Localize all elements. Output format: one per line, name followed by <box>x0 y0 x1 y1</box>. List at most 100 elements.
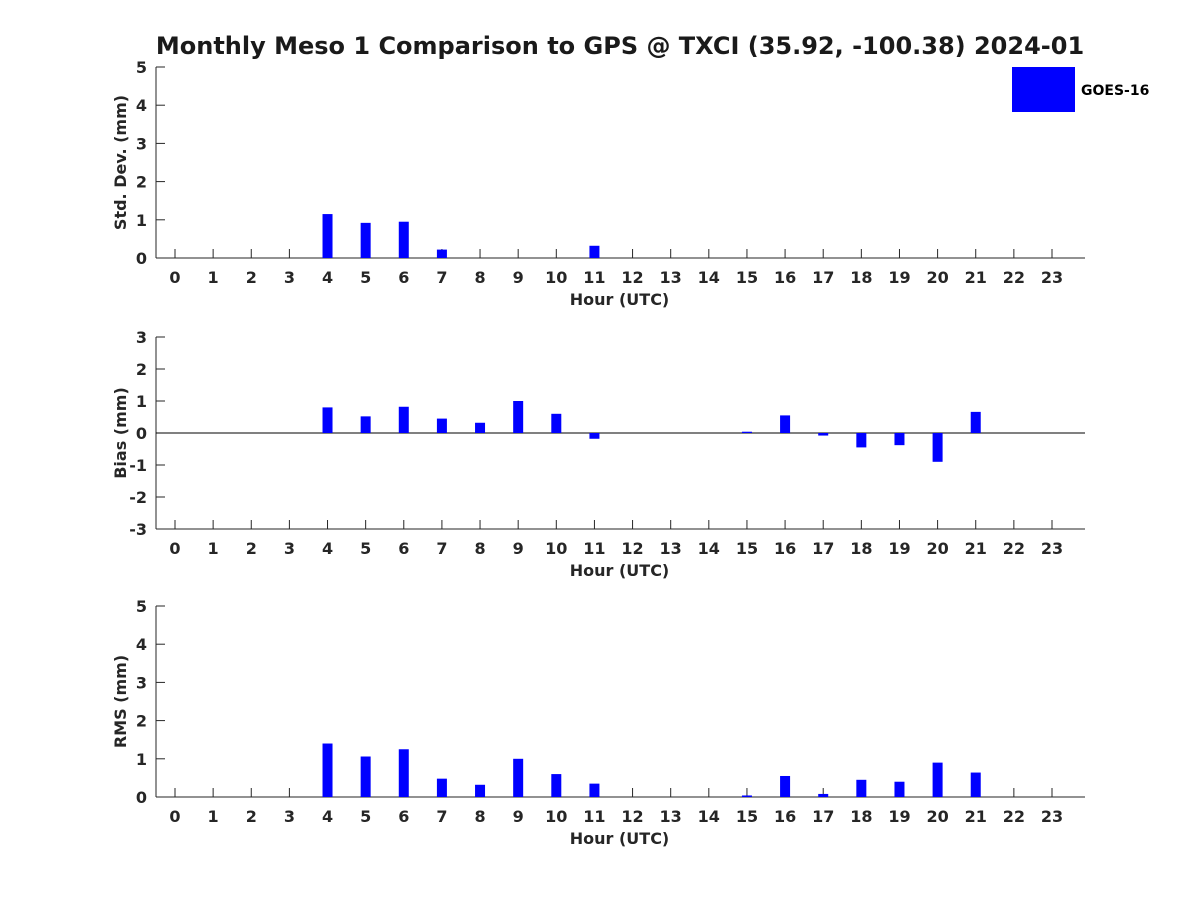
y-tick-label: 0 <box>136 249 147 268</box>
legend-label: GOES-16 <box>1081 83 1149 99</box>
y-tick-label: 4 <box>136 635 147 654</box>
bar <box>894 433 905 446</box>
bar <box>322 214 333 258</box>
y-tick-label: 5 <box>136 58 147 77</box>
x-tick-label: 21 <box>965 539 987 558</box>
x-tick-label: 20 <box>926 539 948 558</box>
bar <box>932 762 943 797</box>
bar <box>589 433 600 439</box>
bar <box>398 406 409 433</box>
x-tick-label: 5 <box>360 268 371 287</box>
x-tick-label: 9 <box>513 539 524 558</box>
x-tick-label: 15 <box>736 268 758 287</box>
x-tick-label: 15 <box>736 539 758 558</box>
y-tick-label: 3 <box>136 328 147 347</box>
bar <box>513 401 524 433</box>
y-tick-label: 2 <box>136 712 147 731</box>
x-tick-label: 20 <box>926 268 948 287</box>
bar <box>741 431 752 433</box>
x-tick-label: 14 <box>698 539 720 558</box>
x-tick-label: 7 <box>436 807 447 826</box>
x-tick-label: 11 <box>583 268 605 287</box>
x-tick-label: 3 <box>284 807 295 826</box>
x-tick-label: 2 <box>246 539 257 558</box>
y-tick-label: 0 <box>136 788 147 807</box>
bar <box>589 245 600 258</box>
bar <box>551 774 562 797</box>
x-tick-label: 20 <box>926 807 948 826</box>
x-tick-label: 4 <box>322 539 333 558</box>
x-tick-label: 12 <box>621 268 643 287</box>
x-tick-label: 7 <box>436 539 447 558</box>
x-tick-label: 16 <box>774 539 796 558</box>
x-tick-label: 12 <box>621 807 643 826</box>
bar <box>475 422 486 433</box>
x-tick-label: 17 <box>812 539 834 558</box>
x-tick-label: 8 <box>474 807 485 826</box>
x-tick-label: 19 <box>888 268 910 287</box>
x-tick-label: 6 <box>398 268 409 287</box>
x-tick-label: 3 <box>284 268 295 287</box>
bar <box>360 222 371 258</box>
legend-swatch <box>1012 67 1075 112</box>
y-tick-label: -1 <box>129 456 147 475</box>
x-tick-label: 5 <box>360 807 371 826</box>
x-tick-label: 5 <box>360 539 371 558</box>
x-tick-label: 16 <box>774 268 796 287</box>
x-tick-label: 6 <box>398 539 409 558</box>
y-tick-label: 2 <box>136 173 147 192</box>
bar <box>818 433 829 436</box>
x-tick-label: 1 <box>208 807 219 826</box>
bar <box>780 775 791 797</box>
bar <box>818 793 829 797</box>
x-tick-label: 11 <box>583 539 605 558</box>
x-tick-label: 16 <box>774 807 796 826</box>
x-tick-label: 18 <box>850 807 872 826</box>
x-tick-label: 13 <box>660 268 682 287</box>
y-tick-label: 5 <box>136 597 147 616</box>
x-tick-label: 22 <box>1003 807 1025 826</box>
y-axis-label: Bias (mm) <box>111 387 130 479</box>
x-tick-label: 13 <box>660 539 682 558</box>
bar <box>436 418 447 433</box>
y-tick-label: -2 <box>129 488 147 507</box>
x-tick-label: 8 <box>474 268 485 287</box>
bar <box>322 407 333 433</box>
x-tick-label: 2 <box>246 807 257 826</box>
x-tick-label: 0 <box>169 268 180 287</box>
bar <box>475 784 486 797</box>
x-tick-label: 21 <box>965 268 987 287</box>
x-tick-label: 3 <box>284 539 295 558</box>
x-tick-label: 14 <box>698 268 720 287</box>
x-tick-label: 19 <box>888 539 910 558</box>
x-tick-label: 12 <box>621 539 643 558</box>
x-tick-label: 4 <box>322 807 333 826</box>
x-tick-label: 19 <box>888 807 910 826</box>
x-axis-label: Hour (UTC) <box>570 561 670 580</box>
x-tick-label: 10 <box>545 268 567 287</box>
x-tick-label: 22 <box>1003 268 1025 287</box>
bar <box>436 249 447 258</box>
x-tick-label: 6 <box>398 807 409 826</box>
x-tick-label: 23 <box>1041 807 1063 826</box>
y-tick-label: 0 <box>136 424 147 443</box>
bar <box>360 416 371 433</box>
x-tick-label: 17 <box>812 268 834 287</box>
bar <box>398 749 409 797</box>
y-tick-label: 1 <box>136 392 147 411</box>
y-tick-label: 3 <box>136 134 147 153</box>
bar <box>436 778 447 797</box>
x-tick-label: 22 <box>1003 539 1025 558</box>
chart-title: Monthly Meso 1 Comparison to GPS @ TXCI … <box>156 32 1084 60</box>
x-tick-label: 21 <box>965 807 987 826</box>
y-tick-label: 4 <box>136 96 147 115</box>
bar <box>894 781 905 797</box>
x-tick-label: 11 <box>583 807 605 826</box>
bar <box>970 772 981 797</box>
x-tick-label: 4 <box>322 268 333 287</box>
x-tick-label: 23 <box>1041 268 1063 287</box>
